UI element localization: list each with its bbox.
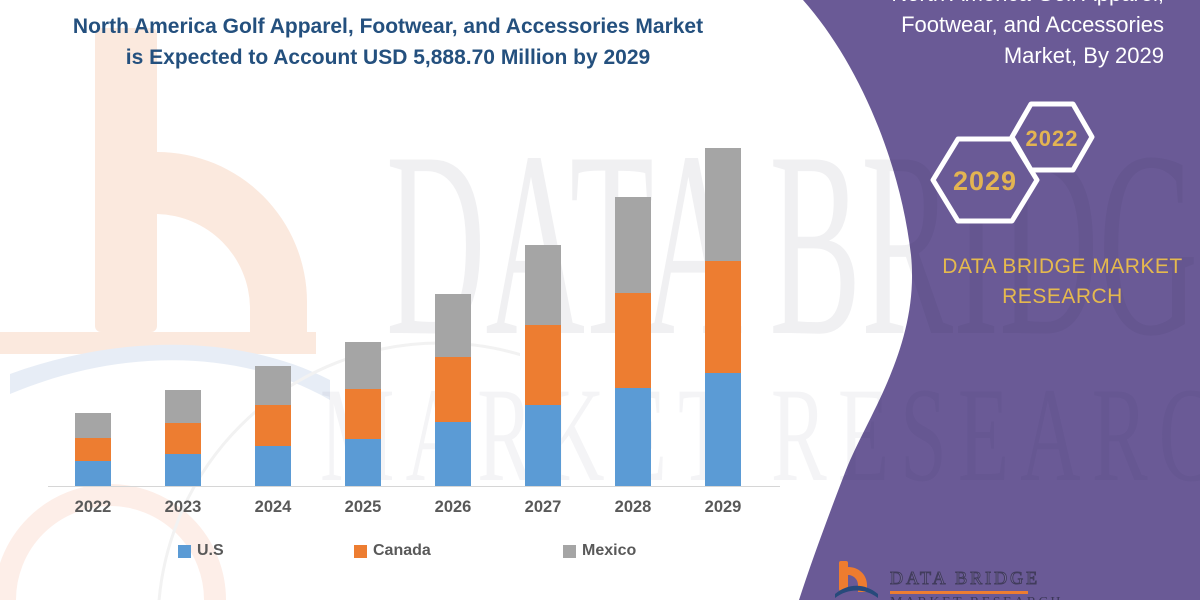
x-axis-label-2026: 2026 (434, 498, 472, 516)
bar-2028 (615, 140, 651, 486)
legend-swatch (354, 544, 367, 558)
bar-segment-mexico (75, 412, 111, 438)
legend-label: Mexico (582, 542, 637, 559)
bar-segment-mexico (435, 293, 471, 358)
bar-2023 (165, 140, 201, 486)
bar-segment-us (255, 445, 291, 486)
footer-logo-subtitle: MARKET RESEARCH (890, 595, 1063, 600)
x-axis-label-2028: 2028 (614, 498, 652, 516)
bar-segment-mexico (615, 197, 651, 294)
legend-label: U.S (197, 542, 224, 559)
bar-segment-us (525, 405, 561, 486)
bar-segment-mexico (705, 148, 741, 261)
watermark-b-bowl (157, 152, 307, 332)
bar-2029 (705, 140, 741, 486)
bar-segment-mexico (525, 244, 561, 326)
legend-label: Canada (373, 542, 431, 559)
bar-segment-canada (255, 404, 291, 446)
side-panel-title-line1: North America Golf Apparel, (744, 0, 1164, 9)
footer-logo-underline (890, 591, 1028, 594)
hexagon-year-2022: 2022 (1025, 126, 1079, 151)
page-title: North America Golf Apparel, Footwear, an… (18, 11, 758, 73)
x-axis-label-2027: 2027 (524, 498, 562, 516)
bar-2027 (525, 140, 561, 486)
bar-segment-canada (615, 293, 651, 389)
bar-2024 (255, 140, 291, 486)
watermark-b-stem (95, 28, 157, 332)
bar-segment-canada (345, 388, 381, 439)
side-panel-background (799, 0, 1200, 600)
x-axis-label-2022: 2022 (74, 498, 112, 516)
x-axis: 2022 2023 2024 2025 2026 2027 2028 2029 (48, 498, 780, 522)
bar-segment-canada (525, 325, 561, 406)
brand-text: DATA BRIDGE MARKET RESEARCH (942, 255, 1183, 308)
bar-segment-mexico (165, 390, 201, 423)
watermark-swoosh (10, 344, 330, 400)
bar-segment-canada (165, 422, 201, 454)
bar-segment-us (345, 438, 381, 486)
x-axis-label-2029: 2029 (704, 498, 742, 516)
hexagon-year-2029: 2029 (952, 166, 1018, 196)
x-axis-label-2025: 2025 (344, 498, 382, 516)
footer-logo-brand: DATA BRIDGE (889, 568, 1041, 589)
side-panel-title: North America Golf Apparel, Footwear, an… (744, 0, 1164, 71)
watermark-pink-ring (0, 484, 226, 600)
x-axis-label-2024: 2024 (254, 498, 292, 516)
bar-segment-us (75, 461, 111, 486)
bar-segment-us (705, 372, 741, 486)
bar-2026 (435, 140, 471, 486)
bar-segment-mexico (255, 366, 291, 405)
legend-swatch (563, 544, 576, 558)
bar-2025 (345, 140, 381, 486)
bar-segment-us (165, 453, 201, 486)
bar-segment-canada (705, 260, 741, 373)
side-panel-title-line3: Market, By 2029 (1003, 43, 1164, 68)
page-title-line2: is Expected to Account USD 5,888.70 Mill… (125, 46, 651, 69)
x-axis-label-2023: 2023 (164, 498, 202, 516)
side-panel-title-line2: Footwear, and Accessories (901, 12, 1164, 37)
footer-logo-icon (835, 561, 878, 598)
legend: U.S Canada Mexico (0, 541, 800, 565)
bar-segment-canada (435, 357, 471, 422)
bar-segment-us (615, 388, 651, 486)
bar-2022 (75, 140, 111, 486)
bar-segment-canada (75, 437, 111, 462)
page-title-line1: North America Golf Apparel, Footwear, an… (72, 15, 704, 38)
watermark-b-band (0, 332, 316, 354)
legend-item-us: U.S (178, 541, 224, 561)
legend-swatch (178, 544, 191, 558)
bar-segment-us (435, 421, 471, 486)
legend-item-canada: Canada (354, 541, 431, 561)
chart-plot (48, 140, 780, 487)
bar-segment-mexico (345, 341, 381, 389)
legend-item-mexico: Mexico (563, 541, 636, 561)
